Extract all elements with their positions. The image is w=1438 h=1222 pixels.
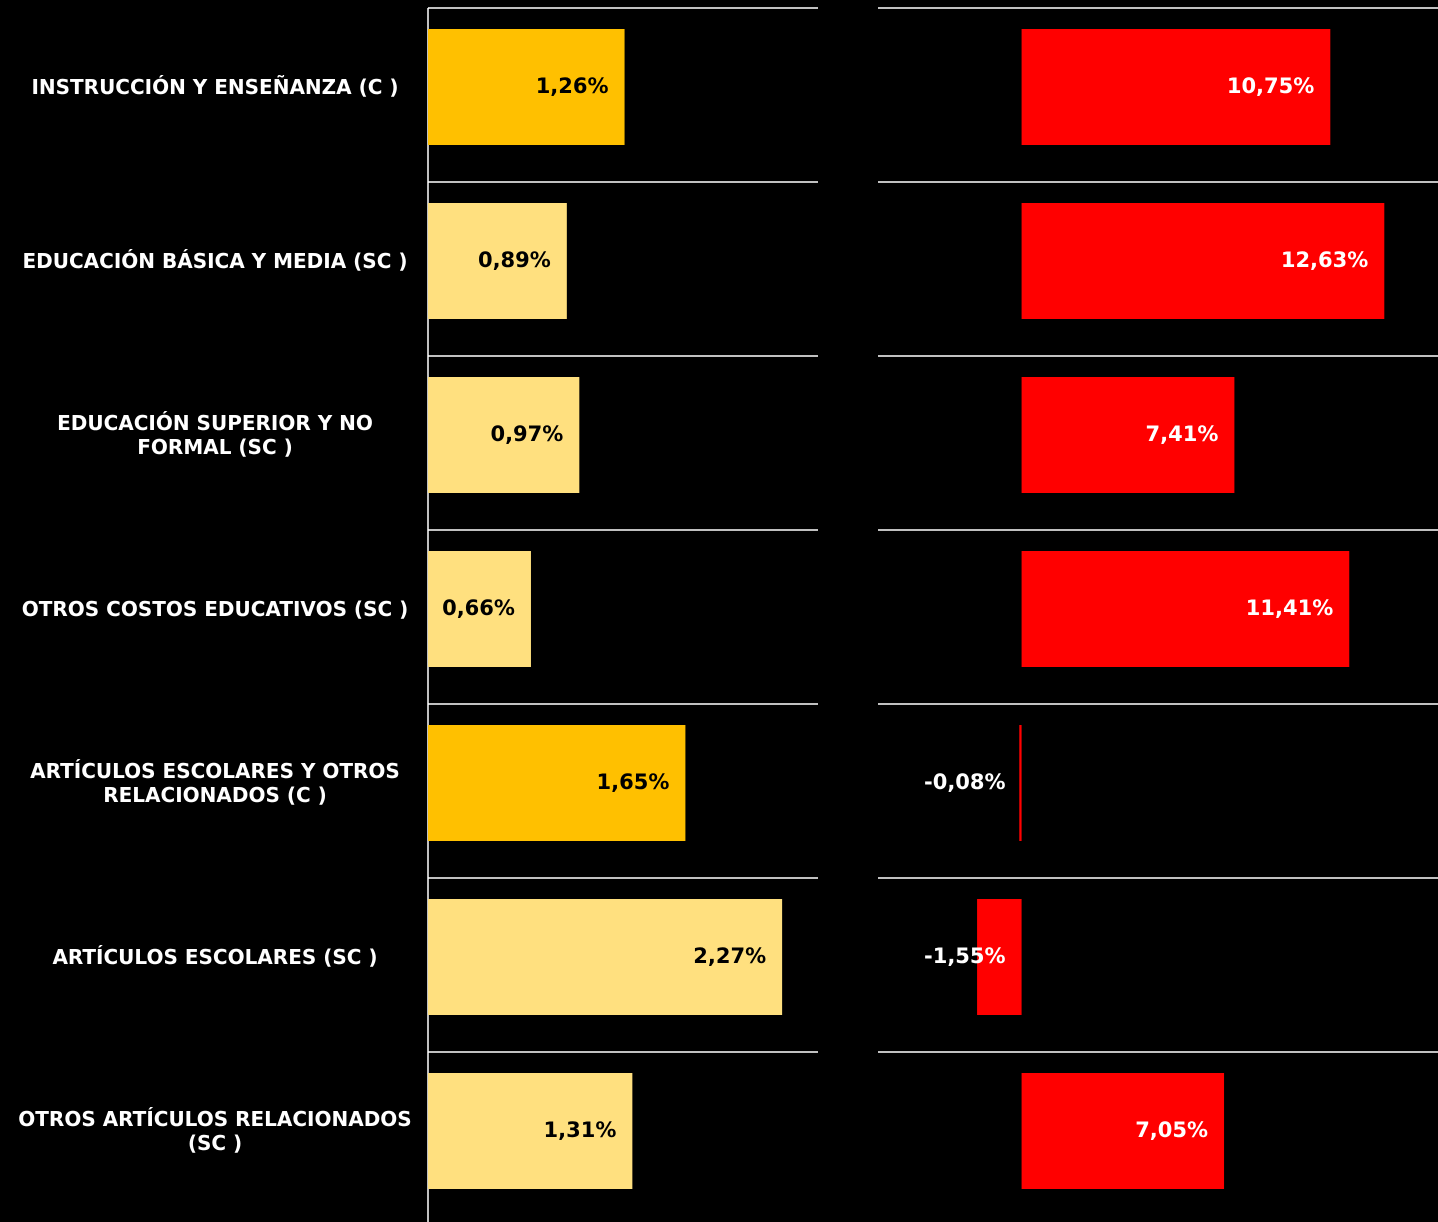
- bar: [1021, 377, 1235, 493]
- bar: [1019, 725, 1022, 841]
- value-label: 7,05%: [1135, 1118, 1208, 1142]
- bar: [428, 377, 580, 493]
- bar: [1021, 551, 1350, 667]
- value-label: 0,89%: [478, 248, 551, 272]
- bar: [1021, 203, 1385, 319]
- bar: [428, 899, 783, 1015]
- bar: [428, 203, 567, 319]
- bar: [428, 1073, 633, 1189]
- category-label: ARTÍCULOS ESCOLARES Y OTROS RELACIONADOS…: [30, 759, 400, 807]
- value-label: 0,97%: [490, 422, 563, 446]
- bar: [1021, 29, 1331, 145]
- bar: [977, 899, 1022, 1015]
- value-label: 11,41%: [1246, 596, 1333, 620]
- category-label: OTROS COSTOS EDUCATIVOS (SC ): [21, 597, 409, 621]
- value-label: 12,63%: [1281, 248, 1368, 272]
- category-label: EDUCACIÓN SUPERIOR Y NO FORMAL (SC ): [57, 411, 373, 459]
- category-label: OTROS ARTÍCULOS RELACIONADOS (SC ): [18, 1107, 412, 1155]
- bar: [428, 551, 531, 667]
- bar: [1021, 1073, 1225, 1189]
- value-label: -0,08%: [924, 770, 1006, 794]
- value-label: -1,55%: [924, 944, 1006, 968]
- bar: [428, 29, 625, 145]
- value-label: 1,26%: [536, 74, 609, 98]
- value-label: 0,66%: [442, 596, 515, 620]
- category-label: ARTÍCULOS ESCOLARES (SC ): [52, 945, 378, 969]
- value-label: 1,65%: [597, 770, 670, 794]
- value-label: 7,41%: [1146, 422, 1219, 446]
- bar: [428, 725, 686, 841]
- category-label: EDUCACIÓN BÁSICA Y MEDIA (SC ): [22, 249, 408, 273]
- value-label: 1,31%: [544, 1118, 617, 1142]
- value-label: 10,75%: [1227, 74, 1314, 98]
- value-label: 2,27%: [693, 944, 766, 968]
- category-label: INSTRUCCIÓN Y ENSEÑANZA (C ): [31, 75, 399, 99]
